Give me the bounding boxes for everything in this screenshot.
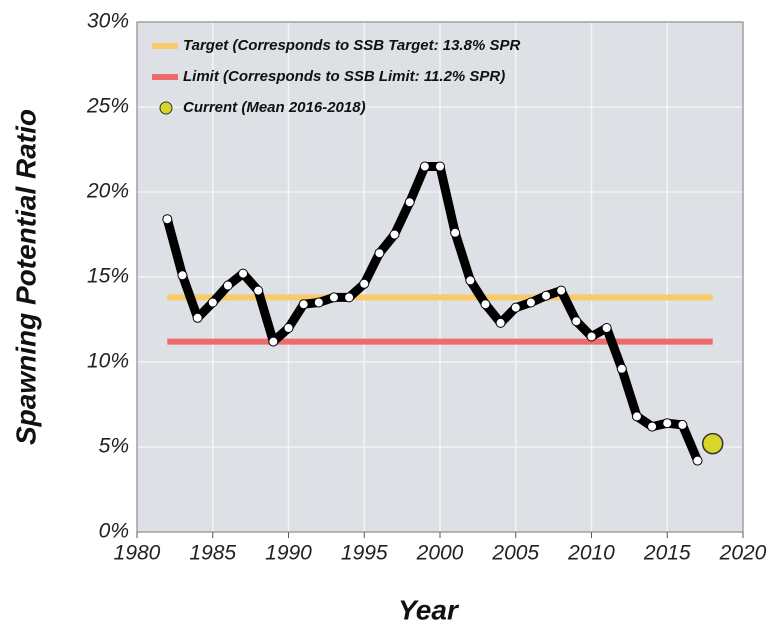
spr-point <box>616 363 627 374</box>
spr-point <box>495 317 506 328</box>
spr-point <box>480 299 491 310</box>
spr-point <box>177 270 188 281</box>
spr-point <box>344 292 355 303</box>
spr-point <box>541 290 552 301</box>
spr-point <box>192 312 203 323</box>
spr-point <box>162 214 173 225</box>
y-tick-label: 15% <box>87 265 129 288</box>
y-tick-label: 10% <box>87 350 129 373</box>
x-tick-label: 1990 <box>265 542 312 565</box>
x-tick-label: 2015 <box>643 542 691 565</box>
spr-point <box>389 229 400 240</box>
x-tick-label: 1980 <box>114 542 161 565</box>
spr-point <box>571 316 582 327</box>
x-tick-label: 2020 <box>719 542 767 565</box>
y-tick-label: 25% <box>86 95 129 118</box>
y-tick-label: 20% <box>86 180 129 203</box>
spr-point <box>677 419 688 430</box>
y-tick-label: 30% <box>87 10 129 33</box>
spr-point <box>374 248 385 259</box>
current-point <box>701 432 724 455</box>
spr-point <box>647 421 658 432</box>
y-tick-label: 0% <box>99 520 129 543</box>
spr-point <box>207 297 218 308</box>
spr-point <box>238 268 249 279</box>
spr-point <box>419 161 430 172</box>
x-axis-label: Year <box>398 594 460 625</box>
spr-point <box>631 411 642 422</box>
x-tick-label: 2005 <box>491 542 539 565</box>
y-axis-label: Spawning Potential Ratio <box>10 109 41 445</box>
legend-label: Target (Corresponds to SSB Target: 13.8%… <box>183 37 520 54</box>
x-tick-label: 1995 <box>341 542 388 565</box>
plot-frame <box>136 21 744 533</box>
spr-point <box>253 285 264 296</box>
spr-point <box>525 297 536 308</box>
legend-label: Limit (Corresponds to SSB Limit: 11.2% S… <box>183 68 505 85</box>
legend-label: Current (Mean 2016-2018) <box>183 99 366 116</box>
spr-point <box>283 323 294 333</box>
x-tick-label: 1985 <box>189 542 236 565</box>
spr-point <box>692 455 703 466</box>
spr-point <box>313 297 324 308</box>
y-tick-label: 5% <box>99 435 129 458</box>
x-tick-label: 2010 <box>567 542 615 565</box>
spr-point <box>601 323 612 333</box>
spr-point <box>510 302 521 313</box>
spr-point <box>662 418 673 429</box>
x-tick-label: 2000 <box>416 542 464 565</box>
spr-point <box>222 280 233 291</box>
spr-point <box>268 336 279 347</box>
spr-point <box>465 275 476 286</box>
spr-point <box>435 161 445 172</box>
spr-point <box>298 299 309 310</box>
spr-point <box>556 285 567 296</box>
spr-point <box>450 227 461 238</box>
spr-point <box>328 292 339 303</box>
spr-point <box>586 331 597 342</box>
spr-point <box>404 197 415 208</box>
spr-point <box>359 278 370 289</box>
legend-swatch <box>159 101 173 115</box>
